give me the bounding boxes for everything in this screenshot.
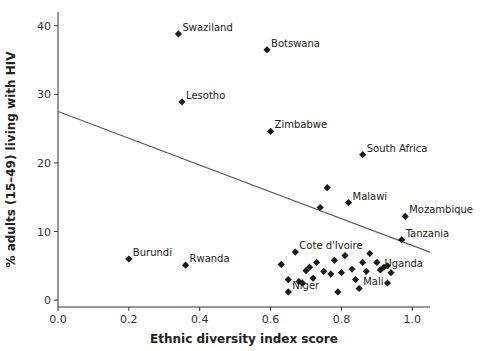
x-tick [341, 307, 342, 311]
y-tick-label: 40 [37, 20, 51, 33]
data-point [317, 204, 324, 211]
x-tick [412, 307, 413, 311]
data-point [178, 98, 185, 105]
point-label: South Africa [367, 143, 428, 154]
point-label: Burundi [133, 247, 172, 258]
y-tick [54, 300, 58, 301]
point-label: Rwanda [190, 253, 230, 264]
x-tick [58, 307, 59, 311]
y-tick-label: 30 [37, 88, 51, 101]
y-tick-label: 20 [37, 157, 51, 170]
data-point [345, 199, 352, 206]
point-labels: Swaziland Botswana Lesotho Zimbabwe South Af… [133, 22, 473, 291]
y-tick-label: 0 [44, 294, 51, 307]
data-point [373, 259, 380, 266]
regression-line [58, 111, 430, 252]
data-point [320, 268, 327, 275]
point-label: Lesotho [186, 90, 225, 101]
data-point [366, 250, 373, 257]
data-point [363, 268, 370, 275]
data-point [384, 279, 391, 286]
x-tick [128, 307, 129, 311]
point-label: Uganda [384, 258, 423, 269]
x-tick [199, 307, 200, 311]
data-point [359, 259, 366, 266]
point-label: Botswana [271, 38, 320, 49]
point-label: Malawi [353, 191, 388, 202]
x-tick [270, 307, 271, 311]
point-label: Swaziland [182, 22, 232, 33]
x-axis-label: Ethnic diversity index score [150, 332, 338, 346]
x-tick-label: 0.8 [333, 313, 351, 326]
x-tick-label: 0.0 [49, 313, 67, 326]
data-point [125, 255, 132, 262]
data-point [324, 184, 331, 191]
data-point [182, 262, 189, 269]
y-tick-label: 10 [37, 226, 51, 239]
y-tick [54, 231, 58, 232]
data-point [278, 261, 285, 268]
data-point [338, 269, 345, 276]
point-label: Tanzania [405, 228, 450, 239]
data-point [359, 151, 366, 158]
data-point [356, 285, 363, 292]
data-point [313, 259, 320, 266]
data-point [327, 270, 334, 277]
x-tick-label: 0.2 [120, 313, 138, 326]
data-point [398, 236, 405, 243]
data-point [402, 213, 409, 220]
data-point [175, 30, 182, 37]
x-tick-label: 1.0 [404, 313, 422, 326]
x-tick-label: 0.4 [191, 313, 209, 326]
point-label: Zimbabwe [275, 119, 328, 130]
data-point [341, 252, 348, 259]
point-label: Cote d'Ivoire [299, 240, 362, 251]
data-point [263, 46, 270, 53]
y-axis-line [58, 12, 59, 307]
data-point [334, 288, 341, 295]
data-point [352, 276, 359, 283]
data-point [348, 266, 355, 273]
plot-area [58, 30, 430, 295]
point-label: Niger [292, 280, 320, 291]
data-point [285, 288, 292, 295]
data-point [331, 257, 338, 264]
data-point [285, 276, 292, 283]
data-point [292, 249, 299, 256]
x-tick-label: 0.6 [262, 313, 280, 326]
axes: 0.0 0.2 0.4 0.6 0.8 1.0 0 10 20 30 40 [37, 12, 430, 326]
data-point [306, 264, 313, 271]
data-point [267, 128, 274, 135]
data-point [387, 269, 394, 276]
y-axis-label: % adults (15–49) living with HIV [4, 51, 18, 268]
chart: 0.0 0.2 0.4 0.6 0.8 1.0 0 10 20 30 40 Ethnic divers… [0, 0, 500, 351]
point-label: Mali [363, 276, 383, 287]
y-tick [54, 94, 58, 95]
y-tick [54, 25, 58, 26]
x-axis-line [58, 307, 430, 308]
point-label: Mozambique [409, 204, 473, 215]
y-tick [54, 162, 58, 163]
